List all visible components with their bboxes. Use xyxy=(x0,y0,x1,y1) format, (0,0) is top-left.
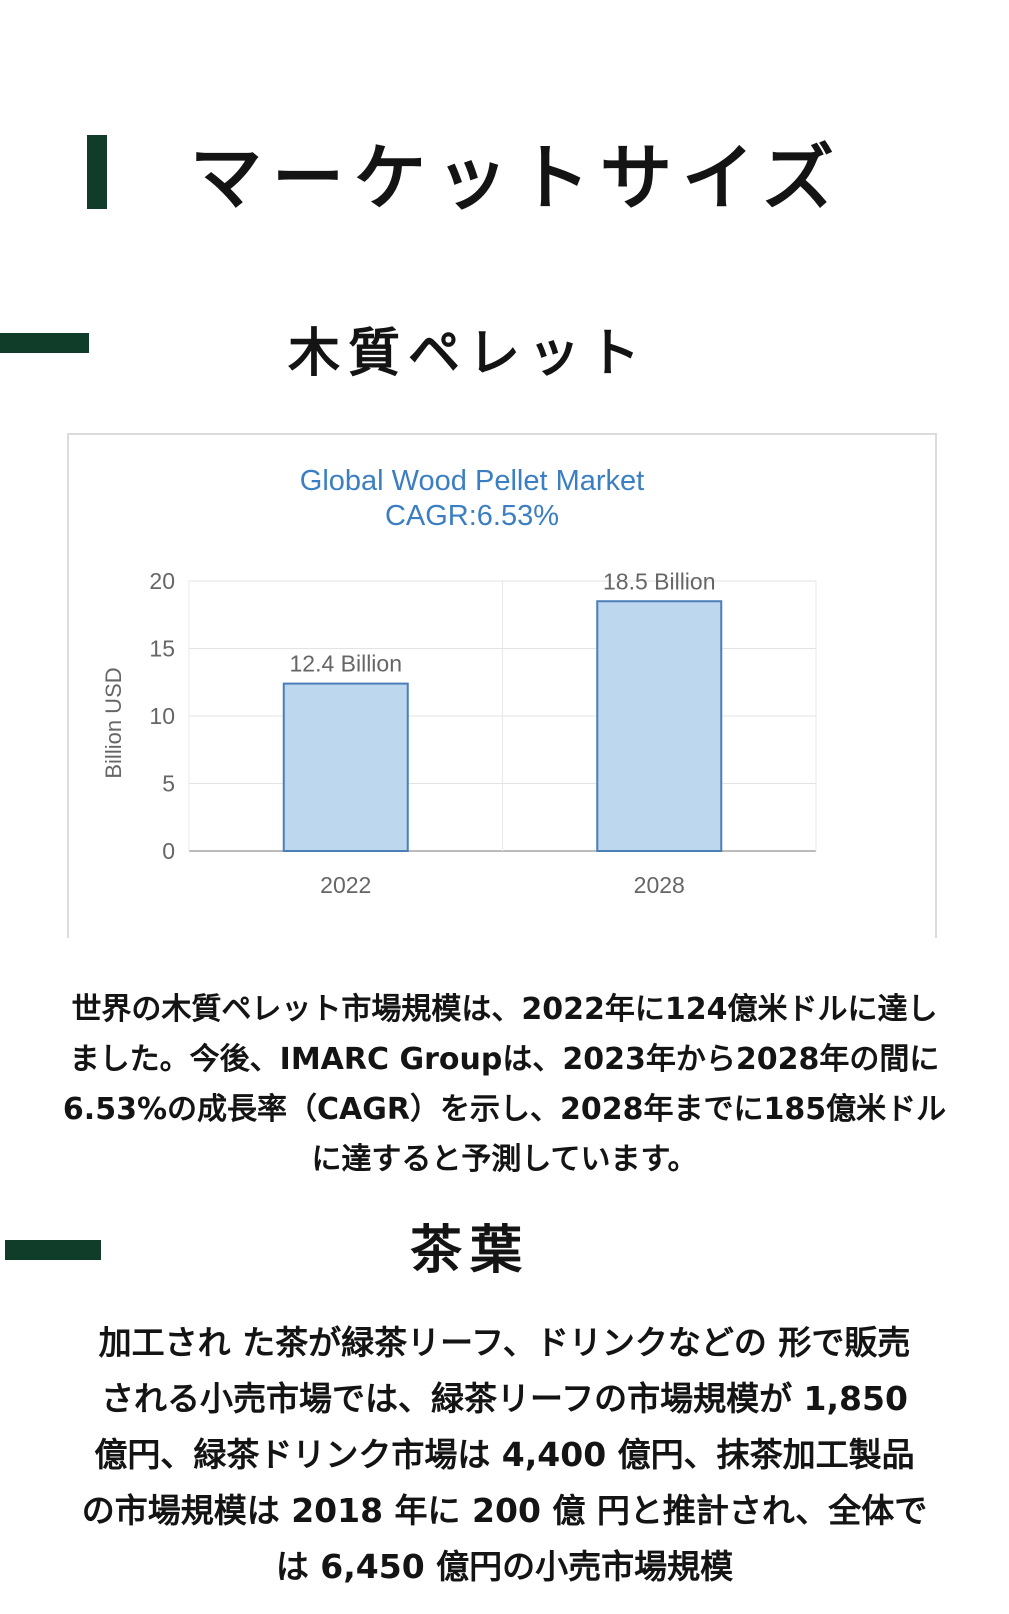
section2-line: の市場規模は 2018 年に 200 億 円と推計され、全体で xyxy=(81,1491,928,1530)
section1-line: ました。今後、IMARC Groupは、2023年から2028年の間に xyxy=(69,1042,940,1077)
section1-line: 世界の木質ペレット市場規模は、2022年に124億米ドルに達し xyxy=(71,992,938,1027)
section2-accent-bar xyxy=(5,1240,101,1260)
y-tick-label: 15 xyxy=(149,636,175,662)
page-title: マーケットサイズ xyxy=(190,136,844,220)
y-tick-label: 0 xyxy=(162,838,175,864)
data-label: 12.4 Billion xyxy=(289,651,402,677)
section2-heading: 茶葉 xyxy=(410,1221,531,1281)
bar-2022 xyxy=(282,682,409,852)
y-axis-label: Billion USD xyxy=(101,667,126,778)
section2-line: 億円、緑茶ドリンク市場は 4,400 億円、抹茶加工製品 xyxy=(94,1435,915,1474)
section2-paragraph: 加工され た茶が緑茶リーフ、ドリンクなどの 形で販売 される小売市場では、緑茶リ… xyxy=(0,1315,1009,1595)
section1-heading: 木質ペレット xyxy=(288,324,649,384)
section2-line: 加工され た茶が緑茶リーフ、ドリンクなどの 形で販売 xyxy=(98,1323,911,1362)
chart-title: Global Wood Pellet Market xyxy=(300,465,644,497)
x-tick-label: 2028 xyxy=(634,872,685,898)
chart-frame: Global Wood Pellet Market CAGR:6.53% Bil… xyxy=(67,433,937,938)
section1-line: に達すると予測しています。 xyxy=(311,1142,698,1177)
section2-line: される小売市場では、緑茶リーフの市場規模が 1,850 xyxy=(101,1379,908,1418)
y-tick-label: 5 xyxy=(162,771,175,797)
data-label: 18.5 Billion xyxy=(603,568,716,594)
section1-line: 6.53%の成長率（CAGR）を示し、2028年までに185億米ドル xyxy=(62,1092,947,1127)
title-accent-bar xyxy=(87,135,107,209)
y-tick-label: 10 xyxy=(149,703,175,729)
x-tick-label: 2022 xyxy=(320,872,371,898)
bar-chart: Global Wood Pellet Market CAGR:6.53% Bil… xyxy=(101,465,817,898)
y-tick-label: 20 xyxy=(149,568,175,594)
section1-accent-bar xyxy=(0,333,89,353)
section2-line: は 6,450 億円の小売市場規模 xyxy=(275,1547,734,1586)
chart-subtitle: CAGR:6.53% xyxy=(385,500,559,532)
section1-paragraph: 世界の木質ペレット市場規模は、2022年に124億米ドルに達し ました。今後、I… xyxy=(0,985,1009,1185)
bar-2028 xyxy=(596,600,723,852)
